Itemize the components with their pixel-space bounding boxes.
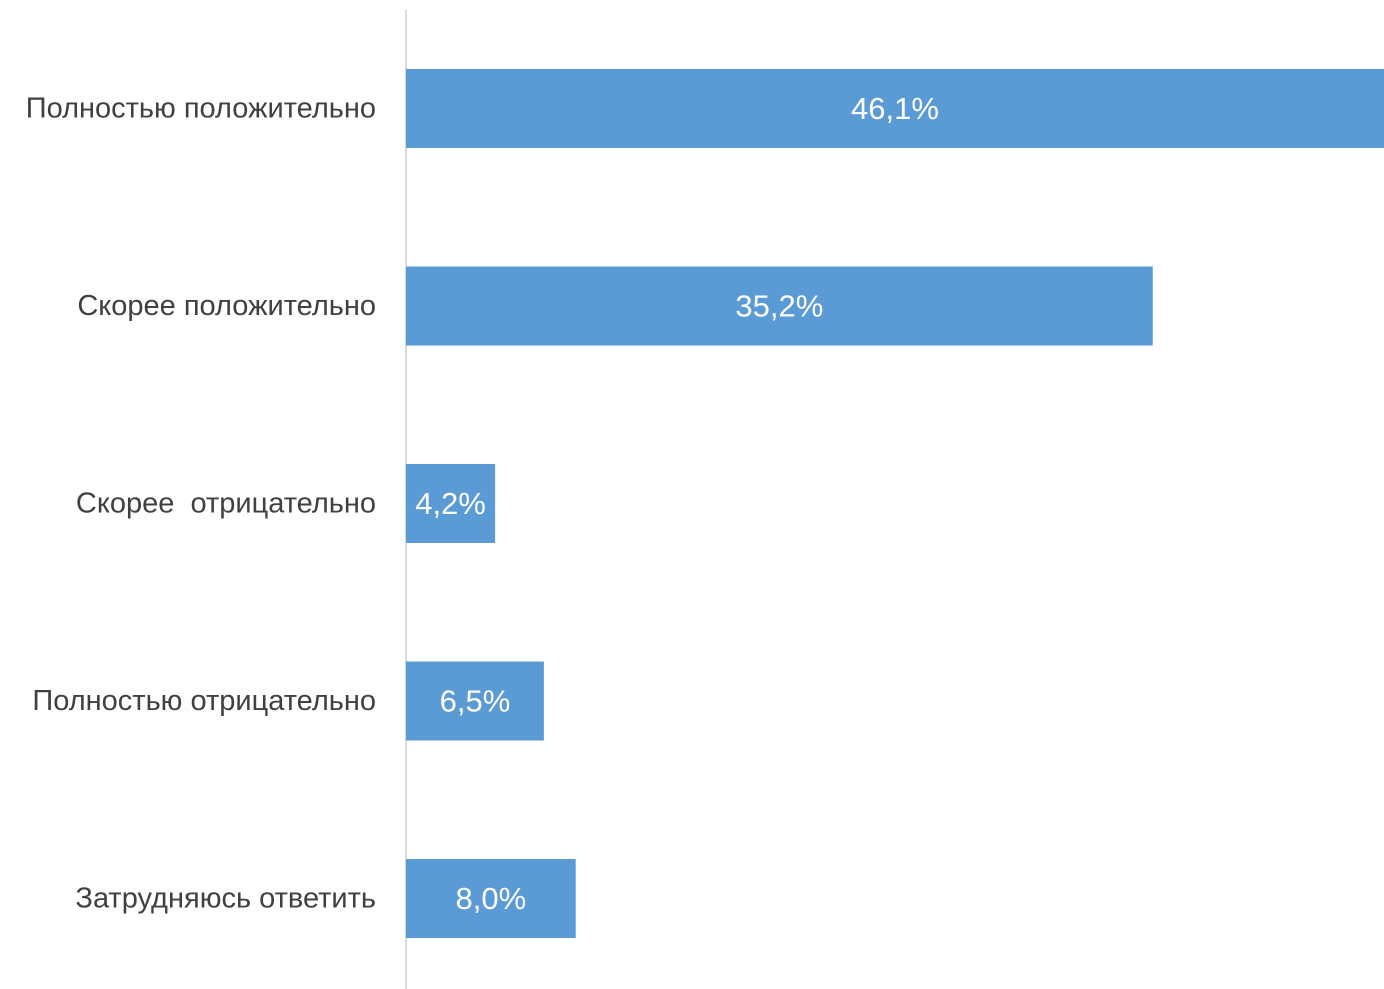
category-labels-layer: Полностью положительно Скорее положительн… <box>26 93 376 915</box>
bar-3 <box>406 661 544 741</box>
data-label-4: 8,0% <box>456 881 527 916</box>
data-label-2: 4,2% <box>415 486 486 521</box>
data-label-3: 6,5% <box>440 684 511 719</box>
data-label-1: 35,2% <box>735 289 823 324</box>
category-label-4: Затрудняюсь ответить <box>75 883 376 915</box>
bar-4 <box>406 859 576 938</box>
category-label-1: Скорее положительно <box>77 290 376 322</box>
bar-2 <box>406 464 496 543</box>
data-label-0: 46,1% <box>851 91 939 126</box>
bars-layer <box>406 69 1384 938</box>
category-label-2: Скорее отрицательно <box>76 488 376 520</box>
data-labels-layer: 46,1% 35,2% 4,2% 6,5% 8,0% <box>415 91 939 916</box>
bar-0 <box>406 69 1384 148</box>
bar-1 <box>406 266 1153 346</box>
category-label-0: Полностью положительно <box>26 93 376 125</box>
category-label-3: Полностью отрицательно <box>32 685 376 717</box>
